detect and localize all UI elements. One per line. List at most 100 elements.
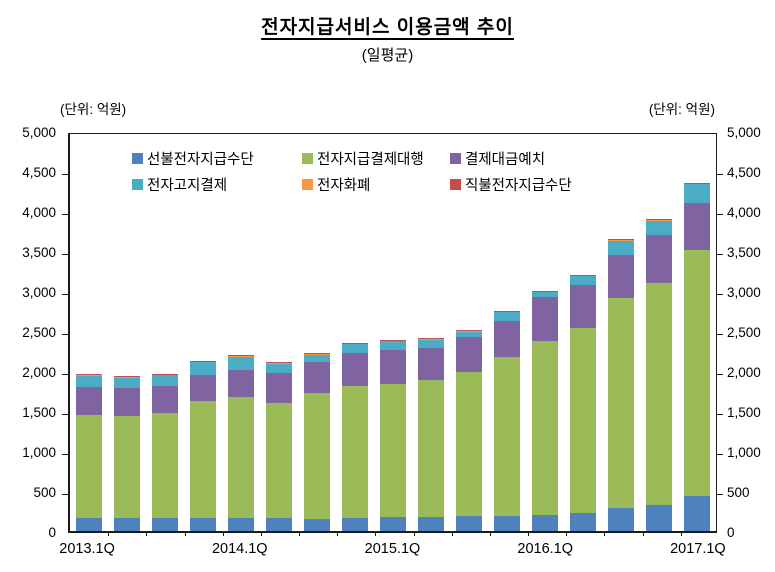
legend-item-electronic-bill-payment: 전자고지결제 — [132, 174, 302, 195]
bar-slot — [678, 134, 716, 531]
bar-slot — [488, 134, 526, 531]
y-axis-label-right: 0 — [727, 525, 735, 540]
stacked-bar-2016.3Q — [608, 239, 634, 531]
segment-debit-electronic-means — [608, 239, 634, 241]
bar-slot — [336, 134, 374, 531]
legend-label: 전자고지결제 — [147, 178, 228, 194]
y-axis-tick — [717, 174, 723, 175]
bar-slot — [412, 134, 450, 531]
segment-prepaid-electronic-means — [76, 518, 102, 531]
x-axis-tick — [375, 531, 377, 536]
segment-debit-electronic-means — [646, 219, 672, 221]
x-axis-tick — [146, 531, 148, 536]
segment-escrow — [418, 347, 444, 381]
segment-prepaid-electronic-means — [456, 516, 482, 531]
y-axis-tick — [62, 414, 68, 415]
stacked-bar-2013.3Q — [152, 373, 178, 531]
y-axis-tick — [62, 374, 68, 375]
segment-electronic-bill-payment — [380, 341, 406, 351]
bar-slot — [108, 134, 146, 531]
y-axis-tick — [717, 374, 723, 375]
segment-payment-gateway — [190, 400, 216, 518]
x-axis-label: 2015.1Q — [364, 541, 421, 557]
stacked-bar-2016.4Q — [646, 219, 672, 531]
stacked-bar-2015.3Q — [456, 330, 482, 531]
segment-escrow — [532, 297, 558, 342]
segment-payment-gateway — [152, 412, 178, 519]
segment-debit-electronic-means — [532, 290, 558, 292]
segment-escrow — [114, 388, 140, 416]
y-axis-label-left: 500 — [33, 485, 56, 500]
x-axis-label: 2016.1Q — [517, 541, 574, 557]
segment-prepaid-electronic-means — [266, 517, 292, 531]
y-axis-label-right: 5,000 — [727, 125, 761, 140]
x-axis-tick — [299, 531, 301, 536]
segment-electronic-bill-payment — [266, 363, 292, 374]
y-axis-tick — [62, 454, 68, 455]
segment-prepaid-electronic-means — [114, 518, 140, 531]
segment-electronic-bill-payment — [152, 375, 178, 387]
y-axis-label-left: 4,000 — [22, 205, 56, 220]
x-axis-tick — [566, 531, 568, 536]
x-axis-tick — [337, 531, 339, 536]
segment-escrow — [646, 235, 672, 284]
x-axis-tick — [528, 531, 530, 536]
segment-payment-gateway — [684, 249, 710, 496]
x-axis-tick — [260, 531, 262, 536]
y-axis-tick — [717, 214, 723, 215]
bar-slot — [374, 134, 412, 531]
segment-debit-electronic-means — [418, 338, 444, 340]
y-axis-label-left: 1,000 — [22, 445, 56, 460]
stacked-bar-2015.4Q — [494, 310, 520, 531]
y-axis-label-right: 2,000 — [727, 365, 761, 380]
y-axis-label-left: 3,000 — [22, 285, 56, 300]
segment-payment-gateway — [456, 372, 482, 517]
y-axis-tick — [717, 454, 723, 455]
segment-prepaid-electronic-means — [684, 495, 710, 531]
segment-electronic-bill-payment — [532, 292, 558, 298]
segment-debit-electronic-means — [266, 362, 292, 364]
stacked-bar-2013.2Q — [114, 376, 140, 531]
segment-payment-gateway — [646, 283, 672, 505]
segment-debit-electronic-means — [456, 330, 482, 332]
stacked-bar-2016.2Q — [570, 274, 596, 531]
x-axis-tick — [642, 531, 644, 536]
legend-swatch-icon — [450, 153, 461, 164]
legend-label: 선불전자지급수단 — [147, 152, 254, 168]
legend-swatch-icon — [302, 179, 313, 190]
segment-prepaid-electronic-means — [228, 517, 254, 531]
segment-prepaid-electronic-means — [304, 518, 330, 531]
y-axis-tick — [717, 294, 723, 295]
legend-swatch-icon — [132, 179, 143, 190]
segment-electronic-bill-payment — [494, 312, 520, 322]
y-axis-label-left: 3,500 — [22, 245, 56, 260]
segment-payment-gateway — [76, 415, 102, 519]
stacked-bar-2013.1Q — [76, 374, 102, 531]
segment-prepaid-electronic-means — [190, 517, 216, 531]
legend-item-escrow: 결제대금예치 — [450, 148, 572, 169]
y-axis-label-right: 4,000 — [727, 205, 761, 220]
segment-debit-electronic-means — [684, 182, 710, 184]
y-axis-label-right: 3,500 — [727, 245, 761, 260]
bar-slot — [184, 134, 222, 531]
segment-prepaid-electronic-means — [646, 504, 672, 531]
segment-prepaid-electronic-means — [570, 513, 596, 531]
segment-electronic-bill-payment — [76, 375, 102, 388]
segment-prepaid-electronic-means — [342, 517, 368, 531]
x-axis-tick — [413, 531, 415, 536]
segment-payment-gateway — [380, 383, 406, 517]
bar-slot — [526, 134, 564, 531]
x-axis-label: 2013.1Q — [59, 541, 115, 557]
segment-payment-gateway — [228, 396, 254, 518]
legend-label: 직불전자지급수단 — [465, 178, 572, 194]
y-axis-label-left: 2,000 — [22, 365, 56, 380]
stacked-bar-2013.4Q — [190, 360, 216, 531]
bar-slot — [222, 134, 260, 531]
x-axis-label: 2017.1Q — [670, 541, 726, 557]
segment-payment-gateway — [608, 298, 634, 509]
x-axis-tick — [680, 531, 682, 536]
segment-debit-electronic-means — [570, 274, 596, 276]
y-axis-label-left: 5,000 — [22, 125, 56, 140]
y-axis-tick — [62, 254, 68, 255]
